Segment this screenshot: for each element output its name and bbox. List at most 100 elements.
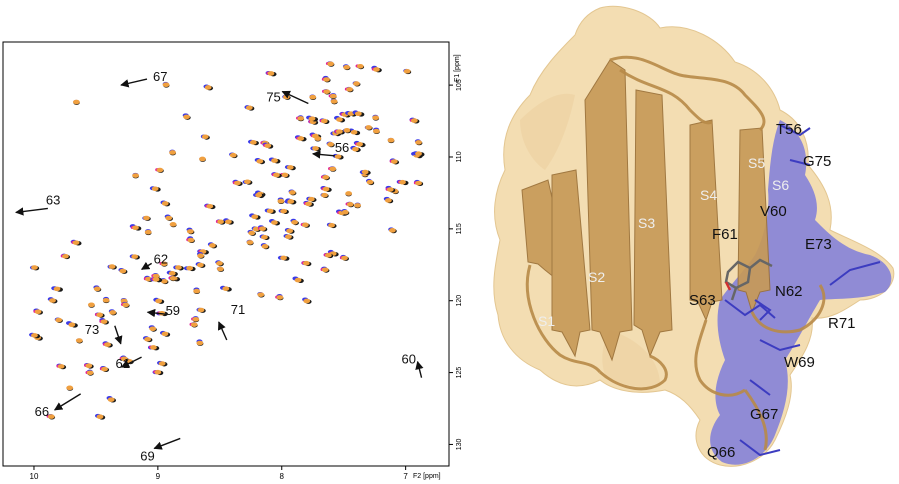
- nmr-peak: [271, 172, 282, 178]
- nmr-peak: [46, 414, 56, 420]
- annotation-73: 73: [85, 322, 123, 345]
- strand-label-s5: S5: [748, 155, 765, 171]
- nmr-peak: [303, 200, 314, 207]
- nmr-peak: [168, 275, 177, 282]
- residue-number-label: 69: [140, 448, 154, 463]
- nmr-peak: [94, 312, 105, 318]
- nmr-peak: [153, 297, 165, 304]
- nmr-peak: [364, 125, 373, 131]
- x-tick-label: 7: [403, 472, 408, 481]
- nmr-peak: [314, 136, 322, 142]
- shift-arrow: [153, 437, 181, 450]
- shift-arrow: [120, 78, 148, 88]
- nmr-peak: [306, 115, 319, 122]
- nmr-peak: [159, 261, 168, 267]
- nmr-peak: [47, 297, 58, 304]
- ligand-sticks: [724, 258, 773, 301]
- residue-number-label: 71: [231, 302, 245, 317]
- strand-label-s3: S3: [638, 215, 655, 231]
- strand-label-s1: S1: [538, 313, 555, 329]
- nmr-peak: [339, 254, 349, 261]
- nmr-peak: [169, 149, 177, 156]
- nmr-peak: [253, 192, 265, 199]
- annotation-63: 63: [15, 192, 60, 216]
- nmr-peak: [330, 98, 338, 105]
- residue-label-f61: F61: [712, 226, 738, 243]
- nmr-peak: [326, 141, 335, 148]
- nmr-peak: [215, 219, 226, 225]
- nmr-peak: [284, 228, 295, 234]
- nmr-peak: [328, 93, 337, 100]
- nmr-peak: [107, 264, 117, 270]
- nmr-peak: [320, 186, 332, 193]
- nmr-peak: [132, 172, 140, 179]
- nmr-peak: [200, 134, 210, 140]
- nmr-peak: [85, 369, 94, 376]
- nmr-peak: [288, 189, 297, 196]
- nmr-peak: [389, 158, 400, 165]
- nmr-peak: [265, 71, 277, 77]
- residue-label-v60: V60: [760, 203, 787, 220]
- nmr-peak: [99, 318, 109, 325]
- nmr-peak: [355, 64, 365, 70]
- strand-labels: S1 S2 S3 S4 S5 S6: [538, 155, 789, 329]
- residue-number-label: 73: [85, 322, 99, 337]
- nmr-peak: [396, 179, 409, 186]
- nmr-peak: [268, 157, 281, 164]
- nmr-peak: [387, 137, 395, 144]
- x-axis-label: F2 [ppm]: [413, 473, 441, 480]
- residue-number-label: 67: [153, 69, 167, 84]
- nmr-peak: [280, 172, 290, 178]
- nmr-peak: [142, 215, 151, 221]
- nmr-peak: [412, 151, 425, 157]
- nmr-peak: [249, 213, 261, 220]
- nmr-peak: [409, 117, 420, 124]
- nmr-peak: [193, 287, 201, 294]
- nmr-peak: [169, 222, 177, 228]
- nmr-peak: [242, 179, 253, 185]
- nmr-peak: [150, 277, 163, 283]
- nmr-peak: [310, 146, 321, 152]
- nmr-peak: [203, 84, 214, 91]
- nmr-peak: [342, 128, 352, 134]
- nmr-peak: [160, 200, 171, 207]
- nmr-peak: [283, 233, 294, 240]
- x-tick-label: 10: [30, 472, 39, 481]
- nmr-peak: [353, 140, 366, 148]
- residue-label-g67: G67: [750, 406, 778, 423]
- annotation-75: 75: [266, 89, 309, 104]
- nmr-peak: [354, 202, 361, 209]
- nmr-peak: [403, 68, 412, 75]
- nmr-peak: [388, 227, 397, 234]
- strand-label-s4: S4: [700, 187, 717, 203]
- nmr-peak: [70, 239, 82, 246]
- nmr-peak: [186, 227, 195, 235]
- nmr-peak: [151, 273, 160, 279]
- nmr-peak: [326, 222, 337, 229]
- nmr-peak: [143, 275, 154, 282]
- nmr-peak: [66, 385, 74, 391]
- nmr-peak: [277, 255, 290, 261]
- nmr-spectrum-panel: 10 9 8 7 105 110 115 120 125 130 F2 [ppm] F1 [pp…: [2, 41, 463, 481]
- nmr-peak: [60, 253, 71, 260]
- nmr-peak: [260, 243, 270, 250]
- nmr-peak: [229, 152, 238, 159]
- spectrum-frame: [2, 41, 450, 467]
- shift-arrow: [146, 308, 166, 318]
- nmr-peak: [328, 166, 337, 172]
- peak-layer: [29, 61, 425, 420]
- nmr-peak: [296, 115, 305, 122]
- shift-arrow: [120, 356, 142, 368]
- residue-labels: T56 G75 V60 F61 E73 S63 N62 R71 W69 G67 …: [689, 121, 856, 461]
- y-tick-label: 125: [456, 367, 463, 379]
- y-axis-ticks: 105 110 115 120 125 130: [449, 79, 463, 450]
- nmr-peak: [294, 135, 307, 142]
- residue-label-q66: Q66: [707, 444, 735, 461]
- nmr-peak: [257, 291, 265, 298]
- nmr-peak: [232, 179, 243, 186]
- nmr-peak: [345, 191, 353, 197]
- nmr-peak: [332, 153, 344, 160]
- nmr-peak: [162, 81, 170, 88]
- nmr-peak: [244, 105, 255, 111]
